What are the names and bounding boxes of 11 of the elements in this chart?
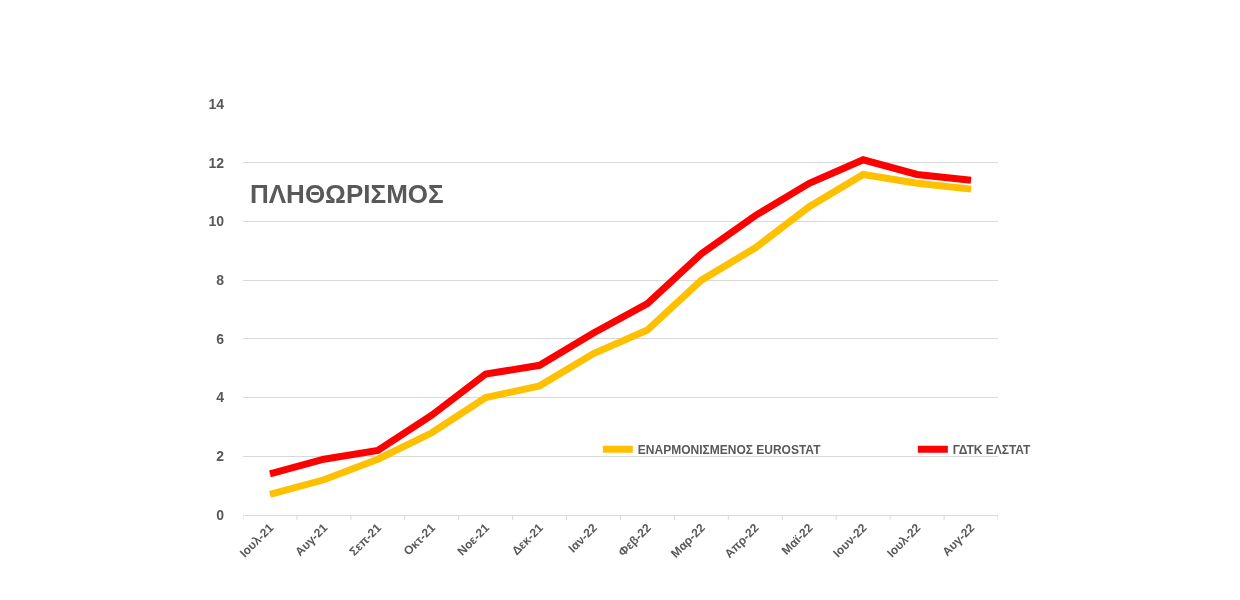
y-tick-label: 10	[208, 213, 225, 230]
y-tick-label: 6	[216, 330, 225, 347]
text: ΠΛΗΘΩΡΙΣΜΟΣ	[250, 179, 444, 210]
legend-label: ΕΝΑΡΜΟΝΙΣΜΕΝΟΣ EUROSTAT	[637, 442, 822, 457]
y-tick-label: 4	[216, 389, 225, 406]
y-tick-label: 14	[208, 95, 225, 112]
legend-label: ΓΔΤΚ ΕΛΣΤΑΤ	[952, 442, 1032, 457]
y-tick-label: 2	[216, 448, 225, 465]
y-tick-label: 12	[208, 154, 225, 171]
y-tick-label: 8	[216, 272, 225, 289]
y-tick-label: 0	[216, 506, 225, 523]
